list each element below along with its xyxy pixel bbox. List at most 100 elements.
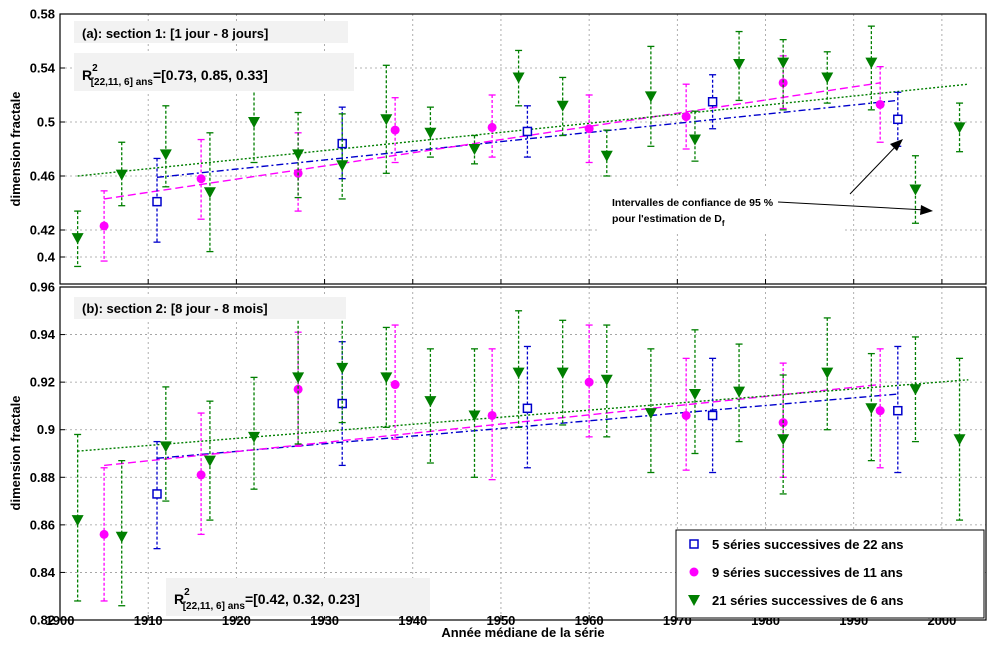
point-triangle: [380, 372, 393, 384]
annotation-line2: pour l'estimation de Df: [612, 213, 725, 228]
y-tick-label: 0.92: [30, 375, 55, 390]
r2-sub-b: [22,11, 6] ans: [183, 601, 246, 612]
r2-value-b: =[0.42, 0.32, 0.23]: [245, 591, 360, 607]
plot-frame-b: [59, 286, 987, 621]
series-a: [71, 25, 966, 268]
y-tick-label: 0.9: [37, 422, 55, 437]
annotation-arrowhead-2: [920, 205, 933, 215]
y-axis-label-a: dimension fractale: [8, 92, 23, 207]
legend-marker-circle: [689, 567, 699, 577]
point-triangle: [556, 100, 569, 112]
legend: 5 séries successives de 22 ans 9 séries …: [675, 529, 985, 619]
point-triangle: [380, 114, 393, 126]
point-triangle: [644, 91, 657, 103]
point-triangle: [336, 160, 349, 172]
point-triangle: [248, 431, 261, 443]
point-triangle: [953, 434, 966, 446]
r2-box-bg-a: [74, 53, 354, 91]
y-tick-label: 0.58: [30, 7, 55, 22]
point-circle: [99, 221, 109, 231]
trendline-triangle: [77, 379, 969, 452]
y-tick-label: 0.4: [37, 250, 56, 265]
annotation-line1: Intervalles de confiance de 95 %: [612, 197, 774, 209]
y-tick-label: 0.94: [30, 327, 56, 342]
panel-label-bg-b: [74, 297, 346, 319]
point-square: [152, 489, 162, 499]
panel-label-b: (b): section 2: [8 jour - 8 mois]: [82, 301, 268, 316]
point-triangle: [777, 434, 790, 446]
point-circle: [681, 112, 691, 122]
point-circle: [196, 174, 206, 184]
r2-prefix-a: R: [82, 67, 92, 83]
point-triangle: [292, 149, 305, 161]
point-circle: [487, 122, 497, 132]
point-triangle: [159, 441, 172, 453]
r2-annotation-b: R2 [22,11, 6] ans=[0.42, 0.32, 0.23]: [174, 587, 360, 612]
annotation-arrowhead-1: [890, 139, 903, 151]
r2-sub-a: [22,11, 6] ans: [91, 77, 154, 88]
point-triangle: [424, 396, 437, 408]
point-square: [707, 97, 718, 107]
plot-frame-a: [59, 13, 987, 285]
legend-marker-square: [689, 539, 699, 549]
panel-b: 0.820.840.860.880.90.920.940.96 1900 1910…: [8, 280, 987, 640]
point-triangle: [733, 386, 746, 398]
point-triangle: [115, 169, 128, 181]
point-square: [707, 410, 718, 421]
trendline-circle: [103, 82, 881, 200]
point-circle: [681, 410, 691, 420]
point-triangle: [159, 149, 172, 161]
point-circle: [778, 78, 788, 88]
point-square: [522, 403, 533, 414]
point-triangle: [953, 122, 966, 134]
point-triangle: [71, 515, 84, 527]
point-triangle: [424, 127, 437, 139]
point-triangle: [468, 410, 481, 422]
annotation-line2-text: pour l'estimation de D: [612, 213, 722, 225]
point-triangle: [115, 531, 128, 543]
point-triangle: [556, 367, 569, 379]
point-triangle: [821, 367, 834, 379]
point-triangle: [688, 389, 701, 401]
legend-entry-1: 5 séries successives de 22 ans: [712, 537, 904, 552]
trendline-triangle: [77, 83, 969, 177]
y-tick-label: 0.42: [30, 223, 55, 238]
r2-annotation-a: R2 [22,11, 6] ans=[0.73, 0.85, 0.33]: [82, 63, 268, 88]
point-circle: [875, 406, 885, 416]
point-triangle: [203, 455, 216, 467]
point-circle: [875, 99, 885, 109]
point-triangle: [512, 367, 525, 379]
panel-label-a: (a): section 1: [1 jour - 8 jours]: [82, 26, 268, 41]
trendline-square: [156, 99, 898, 179]
y-tick-label: 0.54: [30, 61, 56, 76]
point-triangle: [777, 57, 790, 69]
point-circle: [293, 384, 303, 394]
point-triangle: [909, 184, 922, 196]
point-square: [893, 114, 903, 125]
y-tick-label: 0.88: [30, 470, 55, 485]
series-b: [71, 310, 966, 607]
point-triangle: [865, 57, 878, 69]
point-circle: [99, 529, 109, 539]
point-square: [522, 126, 533, 137]
r2-sup-a: 2: [92, 63, 98, 74]
legend-entry-3: 21 séries successives de 6 ans: [712, 593, 904, 608]
point-circle: [584, 124, 594, 134]
y-tick-label: 0.86: [30, 517, 55, 532]
point-triangle: [644, 408, 657, 420]
point-circle: [196, 470, 206, 480]
annotation-line2-sub: f: [722, 219, 725, 228]
legend-entry-2: 9 séries successives de 11 ans: [712, 565, 903, 580]
r2-box-bg-b: [166, 578, 430, 616]
r2-sup-b: 2: [184, 587, 190, 598]
trendline-square: [156, 393, 898, 459]
point-triangle: [688, 134, 701, 146]
point-square: [152, 196, 162, 207]
annotation-arrow-2: [777, 201, 927, 211]
y-ticks-a: 0.4 0.42 0.46 0.5 0.54 0.58: [30, 7, 56, 265]
point-triangle: [203, 187, 216, 199]
point-triangle: [865, 403, 878, 415]
r2-prefix-b: R: [174, 591, 184, 607]
